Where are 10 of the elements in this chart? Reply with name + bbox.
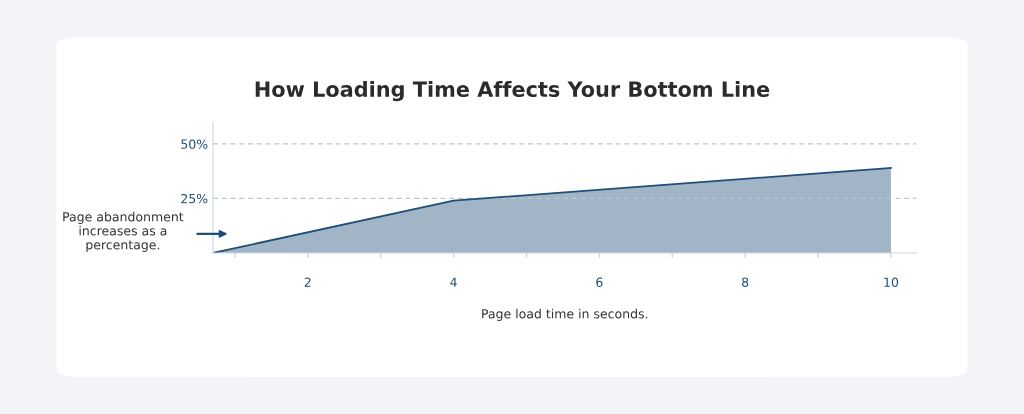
x-tick-label: 4: [450, 277, 457, 287]
x-axis-title: Page load time in seconds.: [482, 308, 648, 321]
y-axis-title: Page abandonment increases as a percentage.: [63, 211, 184, 252]
x-tick-label: 10: [884, 277, 899, 287]
x-tick-label: 8: [742, 277, 749, 287]
x-tick-label: 6: [596, 277, 603, 287]
x-tick-label: 2: [304, 277, 311, 287]
y-tick-label: 25%: [181, 193, 208, 204]
y-tick-label: 50%: [181, 139, 208, 149]
chart-title: How Loading Time Affects Your Bottom Line: [255, 80, 770, 102]
